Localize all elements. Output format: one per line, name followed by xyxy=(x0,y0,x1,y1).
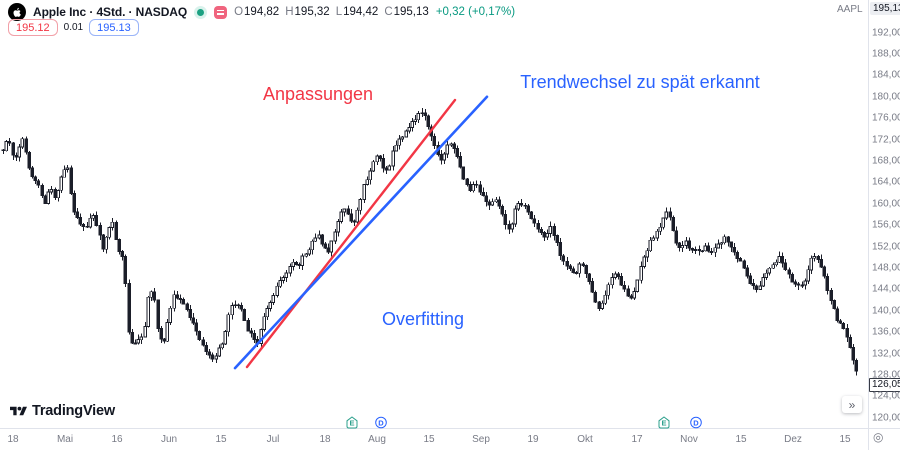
time-axis-tick: 18 xyxy=(319,434,331,445)
tradingview-logo-text: TradingView xyxy=(32,403,115,419)
svg-text:D: D xyxy=(378,419,384,428)
dividends-icon[interactable]: D xyxy=(375,416,388,434)
price-axis-tick: 156,00 xyxy=(872,219,900,231)
time-axis-tick: 15 xyxy=(215,434,227,445)
price-axis-tick: 136,00 xyxy=(872,326,900,338)
current-price-label: 195,13 xyxy=(870,2,900,15)
price-axis-tick: 140,00 xyxy=(872,305,900,317)
time-axis-tick: Jun xyxy=(160,434,178,445)
time-axis-tick: 19 xyxy=(527,434,539,445)
apple-logo-icon xyxy=(8,3,26,21)
price-axis-tick: 164,00 xyxy=(872,176,900,188)
svg-text:D: D xyxy=(693,419,699,428)
open-value: 194,82 xyxy=(244,6,280,18)
notes-icon[interactable] xyxy=(214,5,228,19)
price-axis-tick: 152,00 xyxy=(872,241,900,253)
time-axis-tick: Okt xyxy=(577,434,593,445)
price-axis-tick: 180,00 xyxy=(872,91,900,103)
time-axis-tick: 17 xyxy=(631,434,643,445)
high-value: 195,32 xyxy=(294,6,330,18)
trendline-red-fit[interactable] xyxy=(245,98,457,369)
bid-ask-row: 195.12 0.01 195.13 xyxy=(8,19,139,36)
time-axis-tick: 15 xyxy=(735,434,747,445)
time-axis-tick: 16 xyxy=(111,434,123,445)
time-axis-tick: 15 xyxy=(839,434,851,445)
tradingview-mark-icon xyxy=(10,406,27,415)
bid-badge[interactable]: 195.12 xyxy=(8,19,58,36)
trendline-blue-late[interactable] xyxy=(233,95,489,370)
price-axis-tick: 184,00 xyxy=(872,69,900,81)
earnings-icon[interactable]: E xyxy=(346,416,359,434)
time-axis-separator[interactable] xyxy=(0,428,900,429)
change-value: +0,32 (+0,17%) xyxy=(435,6,516,18)
svg-text:E: E xyxy=(349,419,354,428)
scroll-right-button[interactable]: » xyxy=(842,396,862,413)
tradingview-logo[interactable]: TradingView xyxy=(10,403,115,419)
price-axis-tick: 132,00 xyxy=(872,348,900,360)
time-axis-tick: Aug xyxy=(368,434,386,445)
time-axis-tick: Jul xyxy=(266,434,280,445)
time-axis-tick: Sep xyxy=(472,434,490,445)
low-value: 194,42 xyxy=(343,6,379,18)
price-axis-separator[interactable] xyxy=(868,0,869,450)
time-axis-tick: Mai xyxy=(56,434,74,445)
price-axis-tick: 188,00 xyxy=(872,48,900,60)
symbol-title[interactable]: Apple Inc · 4Std. · NASDAQ xyxy=(33,5,188,19)
price-axis-tick: 124,00 xyxy=(872,390,900,402)
price-axis-tick: 160,00 xyxy=(872,198,900,210)
time-axis-tick: 18 xyxy=(7,434,19,445)
price-axis-tick: 128,00 xyxy=(872,369,900,381)
candlestick-series xyxy=(1,107,858,376)
chart-annotation-3[interactable]: Overfitting xyxy=(381,309,465,329)
spread-value: 0.01 xyxy=(63,22,84,33)
time-axis-tick: Nov xyxy=(680,434,698,445)
target-icon[interactable]: ◎ xyxy=(873,430,884,444)
market-status-icon[interactable] xyxy=(194,5,208,19)
price-axis-tick: 144,00 xyxy=(872,283,900,295)
symbol-axis-label: AAPL xyxy=(837,4,863,15)
price-axis-tick: 168,00 xyxy=(872,155,900,167)
ohlc-readout: O194,82 H195,32 L194,42 C195,13 xyxy=(234,6,429,18)
price-axis-tick: 176,00 xyxy=(872,112,900,124)
dividends-icon[interactable]: D xyxy=(690,416,703,434)
close-value: 195,13 xyxy=(393,6,429,18)
chart-annotation-1[interactable]: Anpassungen xyxy=(262,84,374,104)
price-axis-tick: 192,00 xyxy=(872,27,900,39)
ask-badge[interactable]: 195.13 xyxy=(89,19,139,36)
chart-annotation-2[interactable]: Trendwechsel zu spät erkannt xyxy=(520,72,760,92)
symbol-legend[interactable]: Apple Inc · 4Std. · NASDAQ O194,82 H195,… xyxy=(8,3,515,21)
svg-text:E: E xyxy=(661,419,666,428)
earnings-icon[interactable]: E xyxy=(658,416,671,434)
price-axis-tick: 120,00 xyxy=(872,412,900,424)
time-axis-tick: Dez xyxy=(784,434,802,445)
time-axis-tick: 15 xyxy=(423,434,435,445)
price-axis-tick: 172,00 xyxy=(872,134,900,146)
marked-price-label: 126,05 xyxy=(869,378,900,392)
price-axis-tick: 148,00 xyxy=(872,262,900,274)
